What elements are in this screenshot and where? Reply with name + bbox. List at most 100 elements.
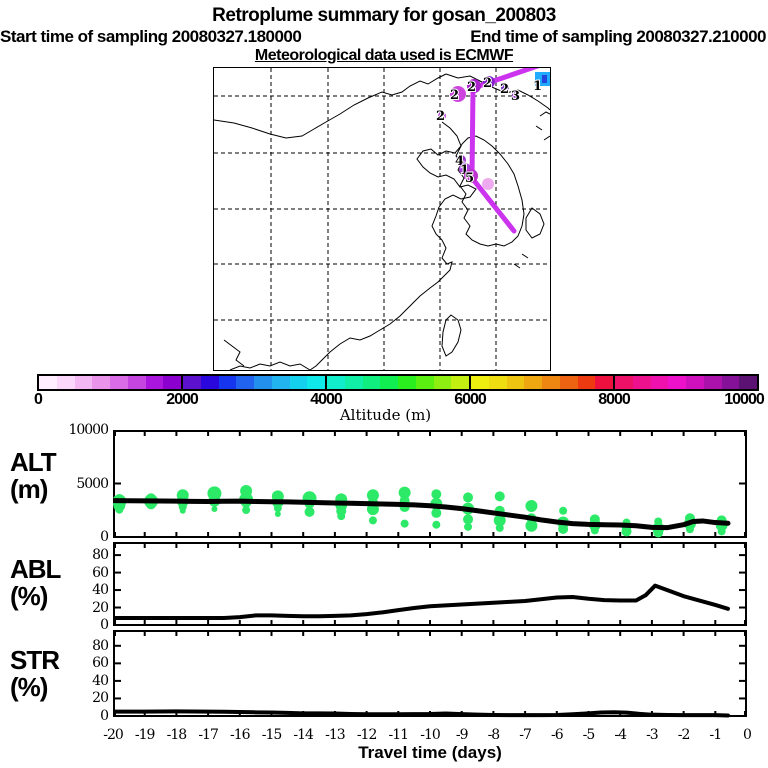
- coastline: [229, 361, 311, 370]
- abl-panel-label: ABL: [10, 554, 61, 584]
- coastline: [535, 111, 550, 141]
- cluster-number: 2: [436, 109, 445, 124]
- STR-frame: [113, 630, 747, 717]
- altitude-scatter-dot: [525, 499, 538, 512]
- colorbar-cell: [163, 376, 183, 389]
- colorbar-cell: [632, 376, 651, 389]
- x-tick-label: -2: [677, 727, 691, 743]
- colorbar-cell: [236, 376, 254, 389]
- STR-ytick-label: 20: [92, 690, 109, 707]
- endpoint-square-inner: [542, 75, 547, 83]
- altitude-scatter-dot: [242, 506, 251, 515]
- cluster-number: 2: [500, 82, 509, 97]
- alt-panel-label: ALT: [10, 447, 57, 477]
- coastline: [309, 206, 453, 370]
- altitude-scatter-dot: [368, 516, 377, 525]
- colorbar-cell: [595, 376, 615, 389]
- ABL-frame: [113, 542, 747, 626]
- x-tick-label: -14: [293, 727, 314, 743]
- coastline: [525, 207, 545, 239]
- ALT-ytick-label: 5000: [76, 475, 109, 492]
- coastline: [441, 314, 462, 357]
- altitude-scatter-dot: [621, 526, 632, 537]
- altitude-colorbar: [37, 374, 759, 391]
- str-panel-label: STR: [10, 645, 60, 675]
- colorbar-cell: [92, 376, 110, 389]
- colorbar-cell: [362, 376, 381, 389]
- ABL-ytick-label: 60: [92, 564, 109, 581]
- colorbar-cell: [703, 376, 722, 389]
- x-tick-label: -19: [134, 727, 156, 743]
- altitude-scatter-dot: [525, 519, 538, 532]
- cluster-number: 4: [455, 154, 464, 169]
- colorbar-cell: [327, 376, 345, 389]
- ABL-ytick-label: 0: [100, 617, 109, 633]
- x-tick-label: -20: [103, 727, 124, 743]
- colorbar-cell: [542, 376, 560, 389]
- x-tick-label: -7: [519, 727, 532, 743]
- STR-ytick-label: 0: [100, 708, 109, 724]
- met-data-line: Meteorological data used is ECMWF: [254, 47, 514, 64]
- alt-panel-unit: (m): [10, 474, 48, 504]
- colorbar-cell: [127, 376, 146, 389]
- colorbar-cell: [577, 376, 596, 389]
- colorbar-cell: [686, 376, 704, 389]
- colorbar-cell: [433, 376, 452, 389]
- x-tick-label: -8: [487, 727, 501, 743]
- cluster-number: 2: [450, 88, 459, 103]
- altitude-scatter-dot: [432, 520, 441, 529]
- altitude-scatter-dot: [685, 525, 694, 534]
- altitude-scatter-dot: [590, 526, 599, 535]
- coastline: [416, 121, 477, 208]
- colorbar-cell: [668, 376, 686, 389]
- altitude-scatter-dot: [431, 507, 442, 518]
- altitude-scatter-dot: [464, 522, 473, 531]
- cluster-number: 2: [483, 76, 492, 91]
- altitude-scatter-dot: [400, 519, 409, 528]
- colorbar-cell: [721, 376, 740, 389]
- cluster-marker: [467, 79, 481, 93]
- altitude-scatter-dot: [463, 492, 474, 503]
- x-tick-label: -11: [388, 727, 410, 743]
- STR-ytick-label: 40: [92, 672, 109, 689]
- cluster-number: 1: [460, 163, 469, 178]
- cluster-marker: [464, 169, 478, 183]
- sampling-times-row: Start time of sampling 20080327.180000 E…: [0, 27, 766, 47]
- altitude-scatter-dot: [179, 507, 186, 514]
- coastline: [455, 135, 525, 247]
- coastline: [513, 253, 529, 269]
- altitude-scatter-dot: [559, 506, 568, 515]
- colorbar-cell: [398, 376, 416, 389]
- colorbar-tick-label: 6000: [454, 391, 487, 408]
- colorbar-tick-label: 8000: [598, 391, 631, 408]
- cluster-number: 5: [465, 171, 474, 186]
- x-tick-label: -16: [230, 727, 251, 743]
- colorbar-cell: [506, 376, 525, 389]
- colorbar-cell: [380, 376, 398, 389]
- colorbar-cell: [559, 376, 578, 389]
- x-tick-label: -12: [356, 727, 378, 743]
- colorbar-cell: [200, 376, 219, 389]
- altitude-scatter-dot: [211, 505, 218, 512]
- colorbar-tick-label: 0: [34, 391, 43, 408]
- x-tick-label: -17: [198, 727, 219, 743]
- x-tick-label: -10: [420, 727, 441, 743]
- altitude-scatter-dot: [304, 506, 315, 517]
- x-tick-label: -15: [261, 727, 283, 743]
- x-tick-label: -13: [325, 727, 346, 743]
- colorbar-cell: [56, 376, 75, 389]
- x-tick-label: -6: [550, 727, 564, 743]
- colorbar-tick-label: 10000: [724, 391, 765, 408]
- map-trajectory: [469, 68, 540, 234]
- x-tick-label: -1: [709, 727, 722, 743]
- abl-line: [113, 583, 730, 621]
- x-tick-label: 0: [743, 727, 752, 743]
- x-tick-label: -3: [646, 727, 659, 743]
- colorbar-cell: [415, 376, 434, 389]
- altitude-scatter-dot: [463, 514, 474, 525]
- colorbar-cell: [488, 376, 507, 389]
- altitude-scatter-dot: [717, 527, 726, 536]
- altitude-scatter-dot: [431, 489, 442, 500]
- cluster-marker: [450, 86, 466, 102]
